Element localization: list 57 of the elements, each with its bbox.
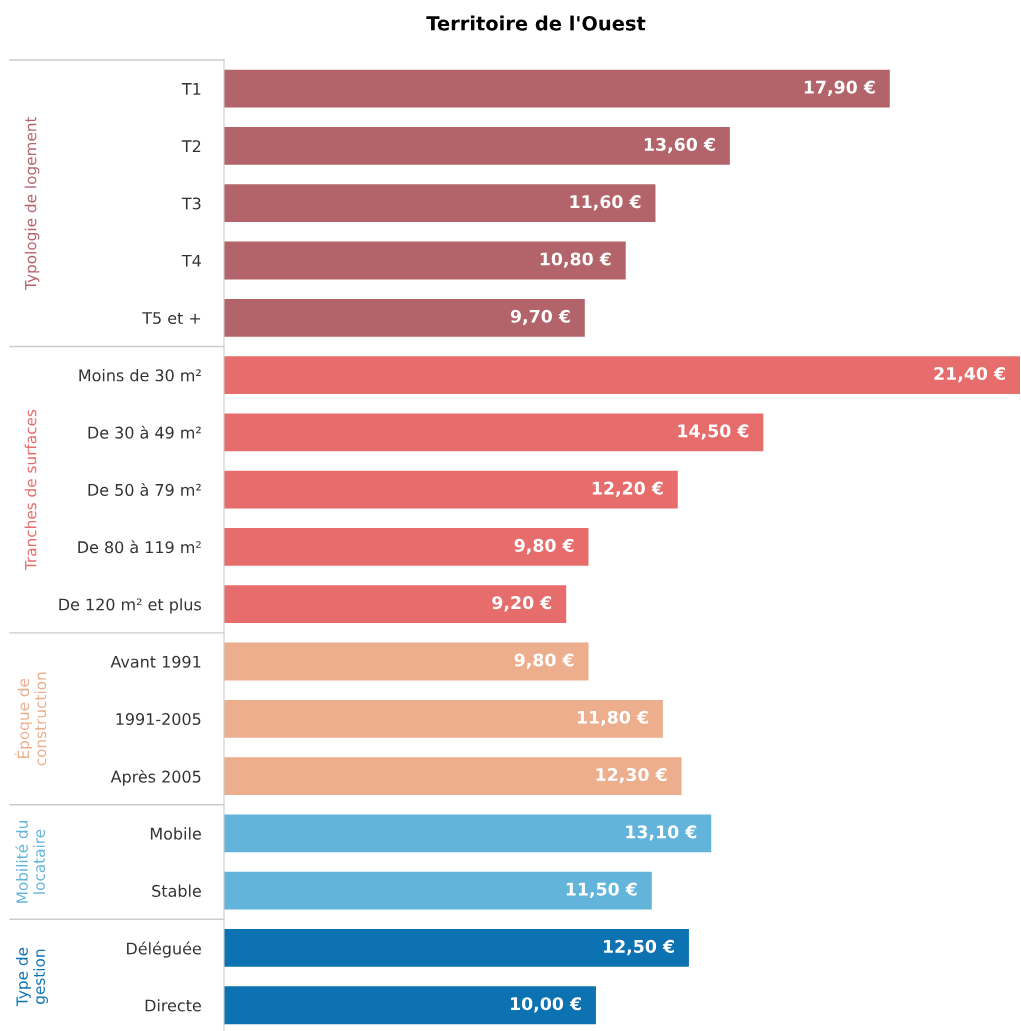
bar <box>224 986 596 1025</box>
data-label: 9,20 € <box>492 596 552 612</box>
data-label: 9,80 € <box>514 653 574 669</box>
y-tick-label: T5 et + <box>142 312 201 325</box>
data-label: 12,30 € <box>596 767 667 784</box>
y-tick-label: Moins de 30 m² <box>79 369 201 382</box>
data-label: 21,40 € <box>934 366 1005 383</box>
y-tick-label: T2 <box>181 140 201 152</box>
bar <box>224 470 678 509</box>
text: Mobilité du locataire <box>15 821 45 903</box>
data-label: 17,90 € <box>804 80 875 96</box>
y-tick-label: Stable <box>152 884 201 897</box>
text: Typologie de logement <box>24 116 40 290</box>
bar <box>224 757 682 795</box>
data-label: 11,80 € <box>577 710 648 727</box>
text: Tranches de surfaces <box>24 409 37 571</box>
y-tick-label: Avant 1991 <box>110 655 201 668</box>
data-label: 12,50 € <box>603 939 674 956</box>
y-tick-label: Déléguée <box>127 941 201 958</box>
bar <box>224 814 712 853</box>
data-label: 10,80 € <box>540 252 611 268</box>
y-tick-label: De 30 à 49 m² <box>88 425 201 439</box>
bar <box>224 929 689 967</box>
data-label: 13,10 € <box>626 825 697 841</box>
y-tick-label: De 120 m² et plus <box>59 598 201 614</box>
bar <box>224 184 656 223</box>
bar <box>224 69 890 108</box>
bar <box>224 356 1020 394</box>
bar <box>224 241 626 280</box>
data-label: 9,80 € <box>514 538 574 555</box>
chart-title: Territoire de l'Ouest <box>426 15 646 31</box>
data-label: 10,00 € <box>510 997 581 1013</box>
data-label: 11,60 € <box>570 195 641 211</box>
data-label: 12,20 € <box>592 481 663 497</box>
text: Type de gestion <box>16 947 48 1007</box>
data-label: 14,50 € <box>678 424 749 440</box>
bar <box>224 699 663 738</box>
y-tick-label: De 80 à 119 m² <box>78 540 201 554</box>
bar <box>224 528 589 566</box>
bar <box>224 642 589 681</box>
bar <box>224 871 652 910</box>
y-tick-label: Après 2005 <box>110 769 201 786</box>
y-tick-label: T1 <box>181 83 201 95</box>
y-tick-label: Mobile <box>150 827 201 840</box>
y-tick-label: Directe <box>145 999 201 1012</box>
data-label: 11,50 € <box>566 882 637 898</box>
y-tick-label: T4 <box>181 254 201 267</box>
y-tick-label: De 50 à 79 m² <box>88 482 201 496</box>
data-label: 13,60 € <box>644 137 715 154</box>
bar <box>224 413 764 452</box>
y-tick-label: T3 <box>181 197 201 210</box>
bar <box>224 585 567 624</box>
bar <box>224 127 730 165</box>
text: Époque de construction <box>14 672 47 766</box>
bar <box>224 298 585 337</box>
data-label: 9,70 € <box>510 309 570 326</box>
y-tick-label: 1991-2005 <box>116 713 201 726</box>
